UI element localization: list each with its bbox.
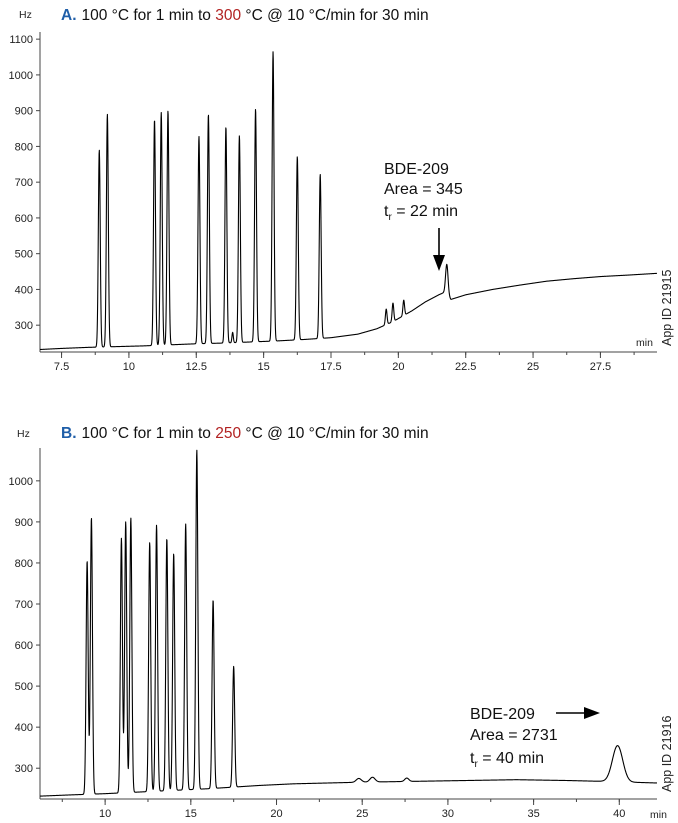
panel-a-annotation-name: BDE-209 <box>384 161 449 178</box>
y-tick-label: 800 <box>15 558 33 570</box>
x-tick-label: 20 <box>392 361 404 373</box>
x-tick-label: 35 <box>527 808 539 820</box>
panel-b: B. 100 °C for 1 min to 250 °C @ 10 °C/min… <box>9 425 674 821</box>
y-tick-label: 400 <box>15 722 33 734</box>
y-tick-label: 600 <box>15 640 33 652</box>
x-tick-label: 25 <box>356 808 368 820</box>
panel-b-tr-value: = 40 min <box>478 750 544 767</box>
x-tick-label: 25 <box>527 361 539 373</box>
panel-a-annotation-area: Area = 345 <box>384 181 463 198</box>
panel-a-y-unit: Hz <box>19 9 32 21</box>
x-tick-label: 12.5 <box>186 361 207 373</box>
y-tick-label: 900 <box>15 517 33 529</box>
panel-b-title: B. 100 °C for 1 min to 250 °C @ 10 °C/min… <box>61 425 429 442</box>
panel-a-title-post: °C @ 10 °C/min for 30 min <box>241 7 429 24</box>
x-tick-label: 22.5 <box>455 361 476 373</box>
panel-a-arrow <box>433 228 445 271</box>
panel-b-annotation-tr: tr = 40 min <box>470 750 544 770</box>
panel-a-title-pre: 100 °C for 1 min to <box>82 7 216 24</box>
panel-a-title: A. 100 °C for 1 min to 300 °C @ 10 °C/min… <box>61 7 429 24</box>
x-tick-label: 17.5 <box>320 361 341 373</box>
y-tick-label: 900 <box>15 106 33 118</box>
panel-a-x-unit: min <box>636 337 653 349</box>
x-tick-label: 15 <box>185 808 197 820</box>
panel-a-chromatogram-trace <box>39 51 658 351</box>
panel-b-x-ticks: 10 15 20 25 30 35 40 <box>61 799 625 820</box>
panel-b-tr-t: t <box>470 750 475 767</box>
panel-a: A. 100 °C for 1 min to 300 °C @ 10 °C/min… <box>9 7 674 373</box>
panel-b-annotation-name: BDE-209 <box>470 706 535 723</box>
panel-b-x-unit: min <box>650 809 667 821</box>
panel-b-title-highlight: 250 <box>215 425 241 442</box>
panel-a-tr-t: t <box>384 203 389 220</box>
y-tick-label: 300 <box>15 320 33 332</box>
y-tick-label: 700 <box>15 599 33 611</box>
y-tick-label: 1000 <box>9 70 33 82</box>
panel-a-annotation-tr: tr = 22 min <box>384 203 458 223</box>
panel-b-y-unit: Hz <box>17 428 30 440</box>
panel-a-x-ticks: 7.5 10 12.5 15 17.5 20 22.5 25 27.5 <box>54 352 635 373</box>
panel-b-chromatogram-trace <box>39 449 658 797</box>
y-tick-label: 400 <box>15 284 33 296</box>
y-tick-label: 700 <box>15 177 33 189</box>
x-tick-label: 10 <box>123 361 135 373</box>
panel-a-title-highlight: 300 <box>215 7 241 24</box>
panel-a-letter: A. <box>61 7 77 24</box>
x-tick-label: 10 <box>99 808 111 820</box>
y-tick-label: 600 <box>15 213 33 225</box>
panel-b-title-post: °C @ 10 °C/min for 30 min <box>241 425 429 442</box>
panel-a-y-ticks: 300 400 500 600 700 800 900 1000 1100 <box>9 34 40 332</box>
x-tick-label: 15 <box>258 361 270 373</box>
panel-b-tr-sub: r <box>474 759 478 770</box>
x-tick-label: 40 <box>613 808 625 820</box>
panel-b-annotation-area: Area = 2731 <box>470 727 558 744</box>
y-tick-label: 300 <box>15 763 33 775</box>
y-tick-label: 800 <box>15 141 33 153</box>
x-tick-label: 7.5 <box>54 361 69 373</box>
panel-b-y-ticks: 300 400 500 600 700 800 900 1000 <box>9 476 40 775</box>
x-tick-label: 20 <box>270 808 282 820</box>
panel-a-app-id: App ID 21915 <box>660 270 674 346</box>
x-tick-label: 30 <box>442 808 454 820</box>
panel-a-tr-value: = 22 min <box>392 203 458 220</box>
panel-b-arrow <box>556 707 600 719</box>
panel-b-letter: B. <box>61 425 77 442</box>
panel-b-title-pre: 100 °C for 1 min to <box>82 425 216 442</box>
y-tick-label: 500 <box>15 249 33 261</box>
y-tick-label: 1000 <box>9 476 33 488</box>
x-tick-label: 27.5 <box>590 361 611 373</box>
y-tick-label: 1100 <box>9 34 33 46</box>
panel-a-tr-sub: r <box>388 212 392 223</box>
y-tick-label: 500 <box>15 681 33 693</box>
panel-b-app-id: App ID 21916 <box>660 716 674 792</box>
